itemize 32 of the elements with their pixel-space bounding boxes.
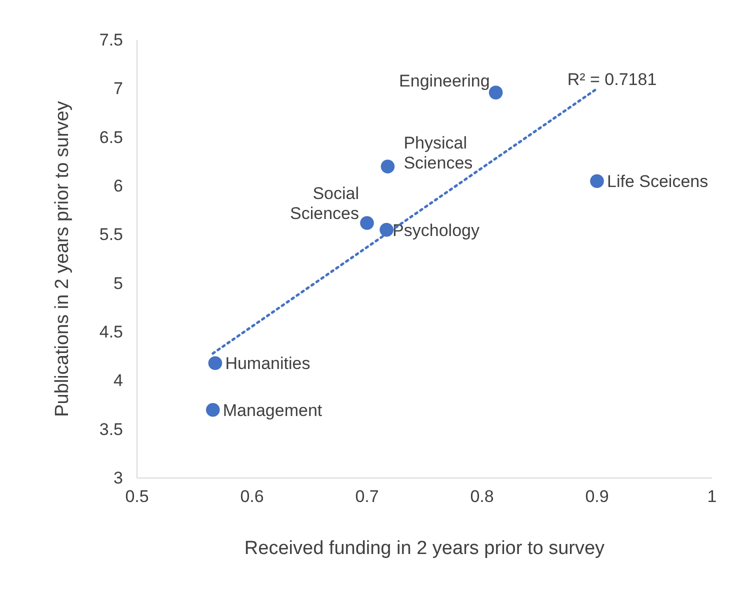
series-label: Psychology <box>392 220 480 240</box>
y-tick-label: 7 <box>114 79 123 98</box>
x-tick-label: 1 <box>707 487 717 506</box>
series-label: Engineering <box>399 72 490 91</box>
y-tick-label: 4 <box>114 371 123 390</box>
y-tick-label: 5 <box>114 274 123 293</box>
series-label: Physical Sciences <box>404 133 473 173</box>
y-tick-label: 7.5 <box>99 30 123 50</box>
point <box>590 174 604 188</box>
point <box>208 356 222 370</box>
point <box>488 86 503 100</box>
x-tick-label: 0.7 <box>355 487 379 506</box>
series-label: Management <box>222 400 322 420</box>
y-tick-label: 6.5 <box>99 128 123 147</box>
y-tick-label: 3.5 <box>99 420 123 439</box>
point <box>360 216 374 230</box>
x-tick-label: 0.9 <box>585 487 609 506</box>
x-tick-label: 0.5 <box>125 487 149 506</box>
point <box>206 402 220 417</box>
point <box>380 160 395 174</box>
y-tick-label: 3 <box>114 468 123 488</box>
x-axis-title: Received funding in 2 years prior to survey <box>244 538 606 559</box>
x-tick-label: 0.8 <box>470 487 494 506</box>
series-label: Social Sciences <box>290 184 359 224</box>
y-tick-label: 6 <box>114 176 123 196</box>
series-label: Life Sceicens <box>607 172 708 192</box>
x-tick-label: 0.6 <box>240 487 264 506</box>
y-axis-title: Publications in 2 years prior to survey <box>52 100 73 417</box>
series-label: Humanities <box>225 354 310 374</box>
y-tick-label: 4.5 <box>99 322 123 342</box>
y-tick-label: 5.5 <box>99 225 123 244</box>
annotation: R² = 0.7181 <box>567 70 657 89</box>
